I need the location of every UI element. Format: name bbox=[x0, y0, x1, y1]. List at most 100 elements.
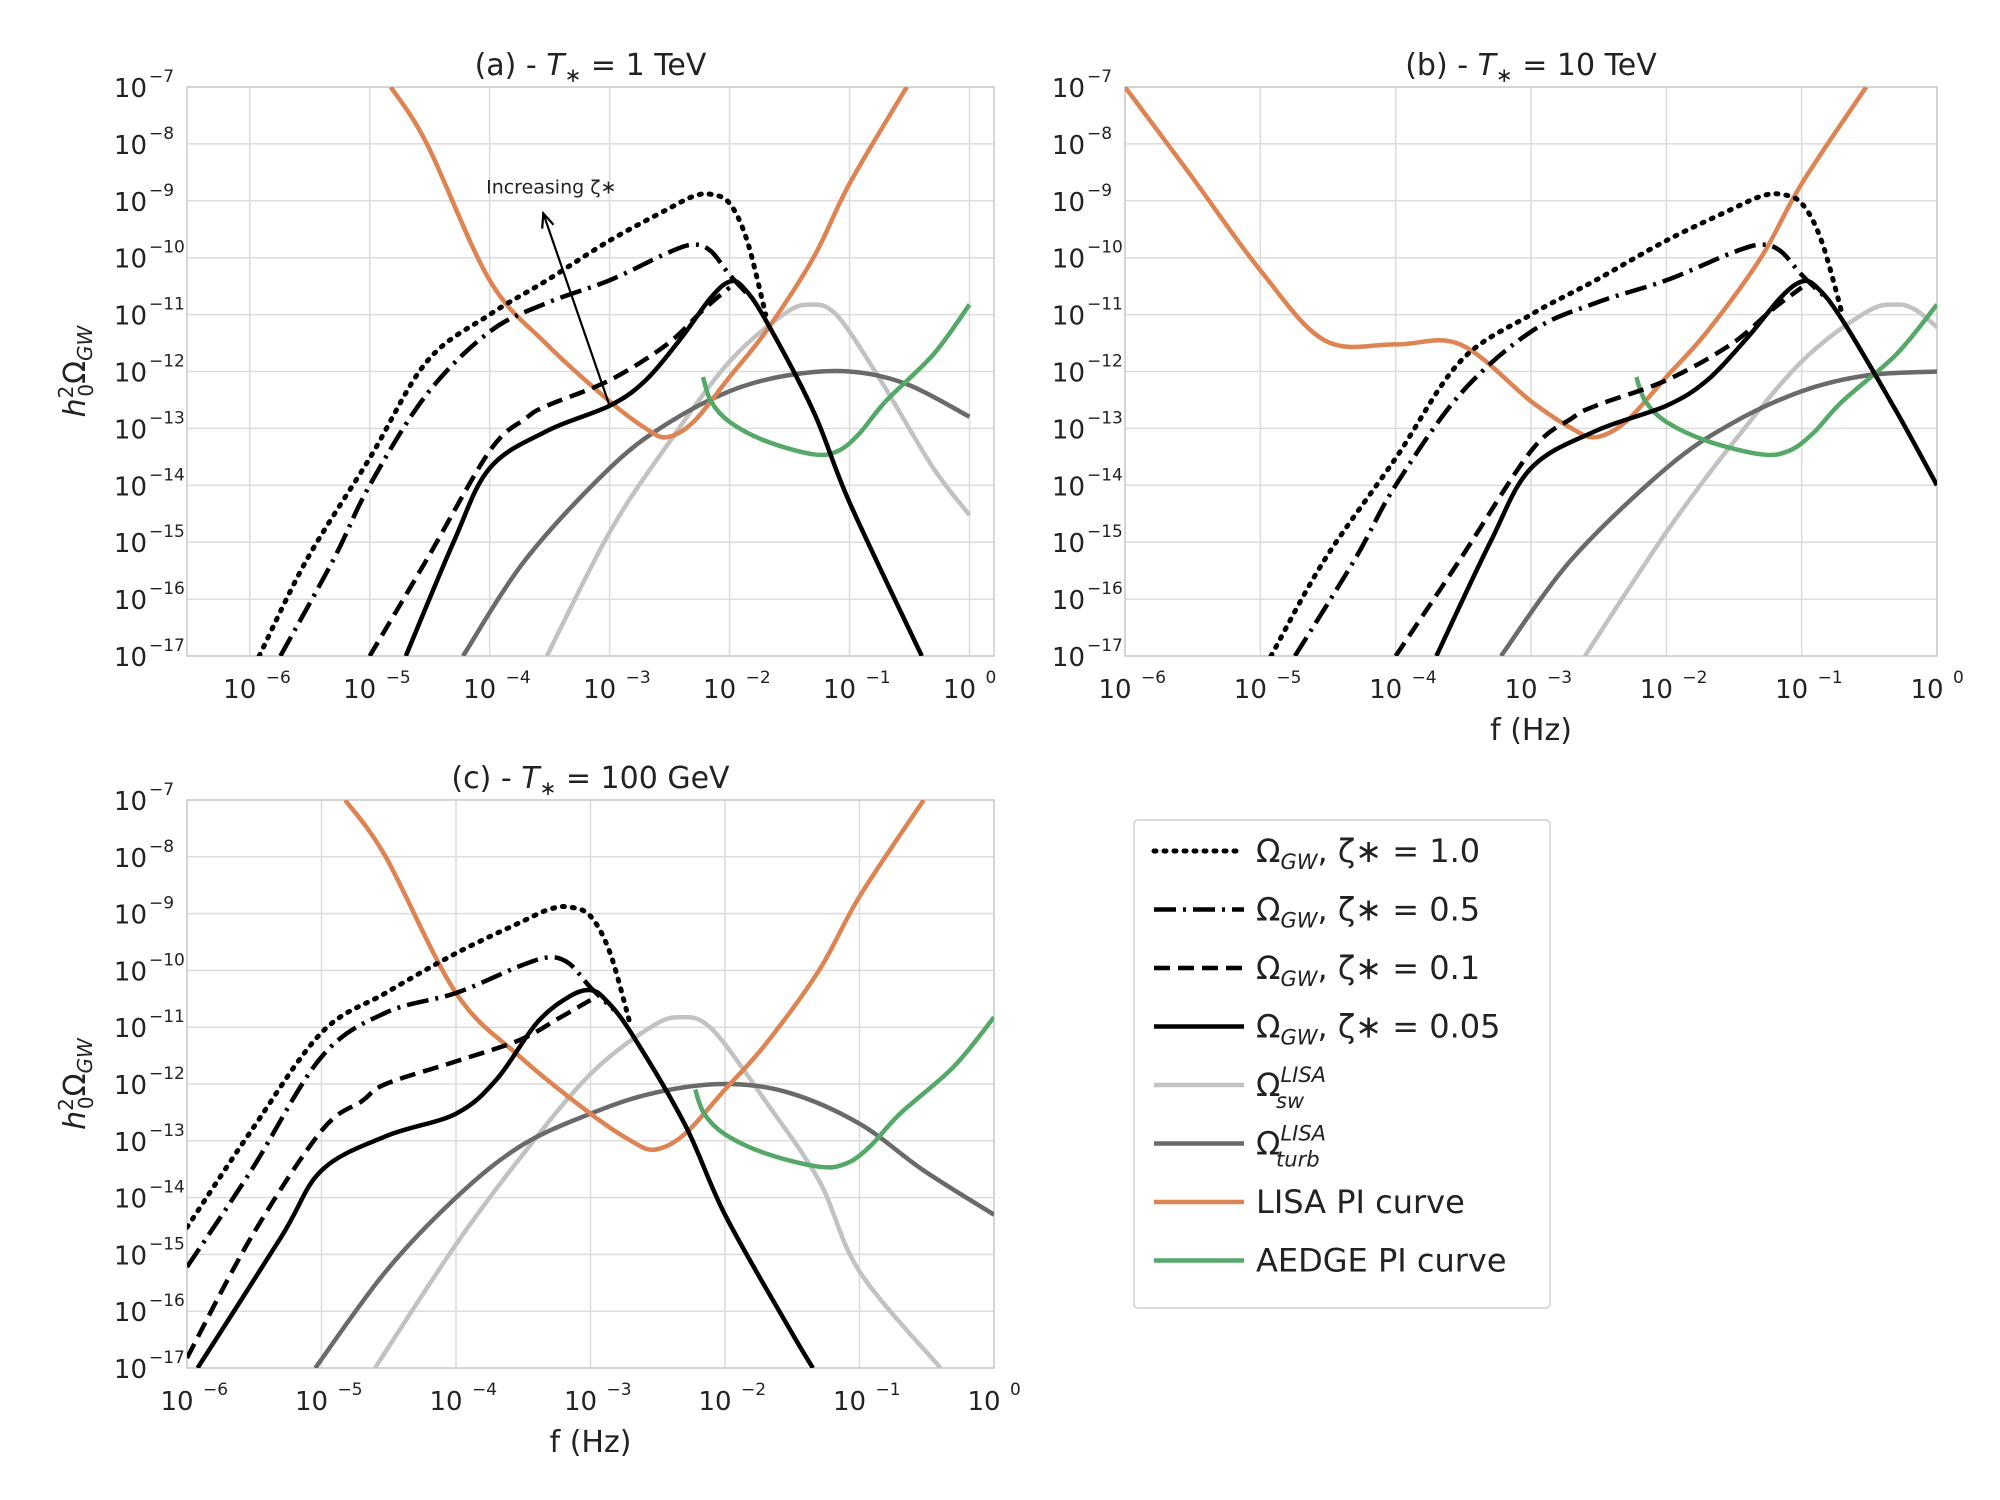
series-line-green bbox=[700, 303, 972, 458]
x-tick-label: 10 bbox=[564, 1387, 597, 1417]
y-tick-label: 10 bbox=[114, 1128, 147, 1158]
series-line-lightgray bbox=[544, 302, 972, 656]
plot-frame bbox=[186, 799, 995, 1369]
x-tick-label: 10 bbox=[429, 1387, 462, 1417]
series-line-green bbox=[693, 1015, 994, 1170]
y-tick-exponent: −7 bbox=[149, 780, 174, 800]
y-tick-exponent: −7 bbox=[1087, 67, 1112, 87]
series-line-dashdot bbox=[1292, 242, 1828, 656]
series-line-dashdot bbox=[187, 955, 616, 1269]
series-line-darkgray bbox=[461, 368, 971, 656]
y-tick-exponent: −8 bbox=[149, 124, 174, 144]
x-tick-exponent: −3 bbox=[1547, 668, 1572, 688]
series-line-dotted bbox=[1268, 191, 1845, 656]
y-tick-label: 10 bbox=[114, 245, 147, 275]
y-tick-label: 10 bbox=[114, 844, 147, 874]
series-line-orange bbox=[343, 800, 926, 1153]
x-tick-exponent: 0 bbox=[1010, 1380, 1021, 1400]
legend-label: AEDGE PI curve bbox=[1256, 1242, 1507, 1280]
legend-label: ΩLISA sw bbox=[1256, 1063, 1326, 1113]
x-tick-label: 10 bbox=[703, 675, 736, 705]
x-axis-label: f (Hz) bbox=[1490, 713, 1572, 748]
annotation-text: Increasing ζ∗ bbox=[486, 176, 616, 198]
y-tick-exponent: −8 bbox=[1087, 124, 1112, 144]
x-tick-exponent: −6 bbox=[203, 1380, 228, 1400]
grid-c bbox=[186, 799, 995, 1369]
y-tick-label: 10 bbox=[114, 787, 147, 817]
y-tick-label: 10 bbox=[114, 188, 147, 218]
series-line-dotted bbox=[187, 904, 634, 1230]
series-line-solid bbox=[1434, 278, 1937, 656]
x-tick-exponent: −2 bbox=[1682, 668, 1707, 688]
series-group bbox=[1125, 87, 1937, 656]
y-tick-exponent: −12 bbox=[1087, 352, 1123, 372]
x-tick-exponent: −6 bbox=[266, 668, 291, 688]
y-tick-exponent: −17 bbox=[149, 1348, 185, 1368]
x-tick-label: 10 bbox=[343, 675, 376, 705]
series-group bbox=[187, 800, 994, 1368]
x-tick-exponent: −4 bbox=[472, 1380, 497, 1400]
series-line-dashdot bbox=[278, 242, 753, 656]
plot-frame bbox=[186, 86, 995, 657]
x-tick-label: 10 bbox=[943, 675, 976, 705]
y-tick-exponent: −13 bbox=[149, 1121, 185, 1141]
x-axis-label: f (Hz) bbox=[550, 1425, 632, 1460]
y-tick-exponent: −14 bbox=[149, 465, 185, 485]
y-tick-label: 10 bbox=[1052, 415, 1085, 445]
legend-label: ΩGW, ζ∗ = 0.5 bbox=[1256, 891, 1480, 933]
y-tick-exponent: −9 bbox=[1087, 181, 1112, 201]
y-tick-label: 10 bbox=[114, 529, 147, 559]
legend-label: ΩGW, ζ∗ = 0.1 bbox=[1256, 949, 1480, 991]
y-tick-exponent: −12 bbox=[149, 352, 185, 372]
y-tick-label: 10 bbox=[114, 586, 147, 616]
y-tick-label: 10 bbox=[1052, 74, 1085, 104]
y-tick-exponent: −15 bbox=[149, 1234, 185, 1254]
y-tick-exponent: −15 bbox=[1087, 522, 1123, 542]
panel-title: (a) - T∗ = 1 TeV bbox=[475, 48, 707, 87]
y-tick-label: 10 bbox=[1052, 131, 1085, 161]
y-tick-label: 10 bbox=[1052, 302, 1085, 332]
x-tick-label: 10 bbox=[698, 1387, 731, 1417]
x-tick-label: 10 bbox=[583, 675, 616, 705]
x-tick-exponent: −4 bbox=[1412, 668, 1437, 688]
series-group bbox=[256, 87, 972, 656]
panel-title: (b) - T∗ = 10 TeV bbox=[1405, 48, 1657, 87]
y-tick-label: 10 bbox=[114, 472, 147, 502]
x-tick-exponent: −2 bbox=[746, 668, 771, 688]
x-tick-label: 10 bbox=[967, 1387, 1000, 1417]
legend-label: ΩGW, ζ∗ = 0.05 bbox=[1256, 1008, 1500, 1050]
y-tick-label: 10 bbox=[1052, 643, 1085, 673]
series-line-darkgray bbox=[1499, 369, 1937, 656]
y-tick-exponent: −13 bbox=[149, 408, 185, 428]
y-tick-label: 10 bbox=[114, 1298, 147, 1328]
y-tick-exponent: −11 bbox=[1087, 295, 1123, 315]
series-line-dotted bbox=[256, 191, 769, 656]
annotation-arrow: Increasing ζ∗ bbox=[486, 176, 617, 407]
series-line-lightgray bbox=[1583, 302, 1937, 656]
y-tick-exponent: −17 bbox=[1087, 636, 1123, 656]
series-line-orange bbox=[388, 87, 909, 440]
y-tick-exponent: −16 bbox=[1087, 579, 1123, 599]
y-axis-label: h20ΩGW bbox=[54, 1037, 98, 1130]
x-tick-label: 10 bbox=[1910, 675, 1943, 705]
x-tick-exponent: −3 bbox=[626, 668, 651, 688]
y-tick-label: 10 bbox=[114, 957, 147, 987]
y-tick-label: 10 bbox=[114, 1241, 147, 1271]
y-tick-exponent: −9 bbox=[149, 894, 174, 914]
y-tick-exponent: −15 bbox=[149, 522, 185, 542]
x-tick-label: 10 bbox=[295, 1387, 328, 1417]
x-tick-exponent: −5 bbox=[338, 1380, 363, 1400]
y-tick-exponent: −17 bbox=[149, 636, 185, 656]
y-tick-exponent: −11 bbox=[149, 1007, 185, 1027]
legend-box bbox=[1133, 819, 1551, 1309]
y-tick-exponent: −10 bbox=[1087, 238, 1123, 258]
y-tick-label: 10 bbox=[1052, 529, 1085, 559]
y-tick-exponent: −7 bbox=[149, 67, 174, 87]
y-tick-exponent: −14 bbox=[1087, 465, 1123, 485]
x-tick-label: 10 bbox=[1775, 675, 1808, 705]
y-tick-label: 10 bbox=[1052, 188, 1085, 218]
legend-label: ΩLISA turb bbox=[1256, 1122, 1326, 1172]
y-tick-exponent: −16 bbox=[149, 579, 185, 599]
